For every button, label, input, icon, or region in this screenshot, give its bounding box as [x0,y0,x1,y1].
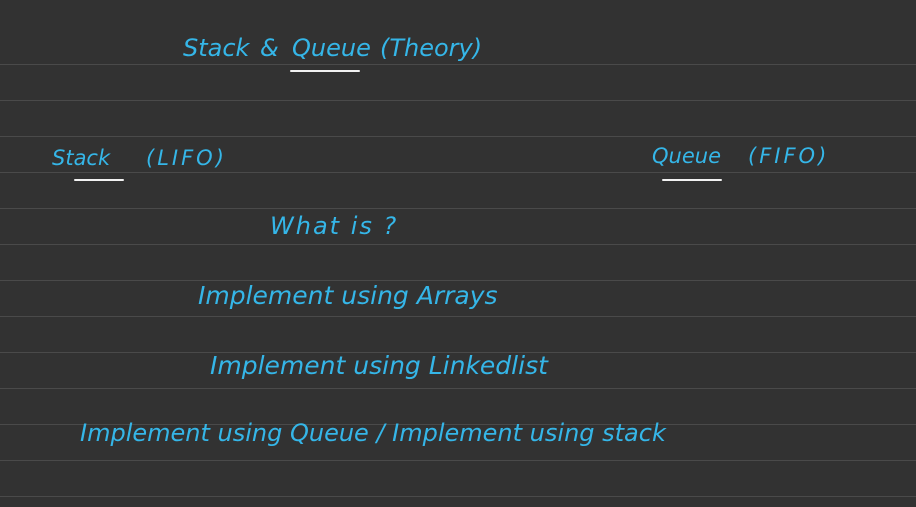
fifo-label: (FIFO) [748,144,830,168]
ruled-line [0,496,916,497]
title-queue: Queue [292,34,371,62]
ruled-line [0,352,916,353]
stack-heading: Stack [52,146,111,170]
queue-heading: Queue [652,144,721,168]
topic-what-is: What is ? [270,212,399,240]
ruled-line [0,424,916,425]
title-queue-underline [290,70,360,72]
ruled-line [0,280,916,281]
ruled-line [0,316,916,317]
ruled-line [0,100,916,101]
queue-heading-underline [662,179,722,181]
topic-arrays: Implement using Arrays [198,281,498,310]
title-stack: Stack [183,34,250,62]
topic-queue-stack: Implement using Queue / Implement using … [80,419,666,447]
title-ampersand: & [260,34,279,62]
ruled-line [0,64,916,65]
ruled-line [0,244,916,245]
ruled-line [0,388,916,389]
stack-heading-underline [74,179,124,181]
topic-linkedlist: Implement using Linkedlist [210,351,548,380]
ruled-line [0,460,916,461]
title-note: (Theory) [380,34,483,62]
ruled-line [0,208,916,209]
ruled-line [0,136,916,137]
lifo-label: (LIFO) [146,146,227,170]
ruled-line [0,172,916,173]
